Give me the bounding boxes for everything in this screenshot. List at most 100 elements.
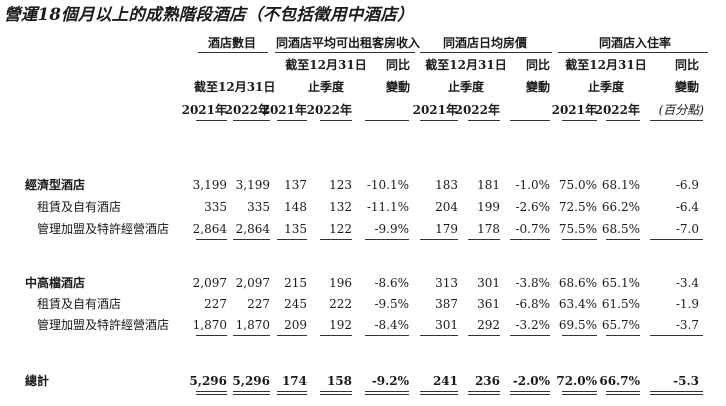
table-cell: 2,097 xyxy=(235,276,270,290)
table-cell: 174 xyxy=(281,374,307,388)
table-cell: -6.4 xyxy=(675,200,699,214)
total-rule xyxy=(468,391,500,395)
subtotal-rule xyxy=(650,239,703,240)
subtotal-rule xyxy=(562,239,597,240)
subtotal-rule xyxy=(420,335,458,336)
table-cell: -9.2% xyxy=(371,374,409,388)
total-rule xyxy=(277,391,307,395)
header-as-of: 截至12月31日 xyxy=(194,80,276,94)
header-revpar: 同酒店平均可出租客房收入 xyxy=(276,36,421,50)
table-cell: 63.4% xyxy=(558,297,597,311)
header-quarter: 止季度 xyxy=(587,80,624,94)
table-cell: 196 xyxy=(329,276,352,290)
column-rule xyxy=(277,120,307,121)
table-cell: 132 xyxy=(329,200,352,214)
table-cell: -2.0% xyxy=(512,374,550,388)
table-cell: 178 xyxy=(477,222,500,236)
table-cell: 215 xyxy=(284,276,307,290)
table-cell: 69.5% xyxy=(558,318,597,332)
header-year: 2022年 xyxy=(306,103,352,117)
total-rule xyxy=(650,391,703,395)
table-cell: 68.5% xyxy=(601,222,640,236)
table-cell: 148 xyxy=(284,200,307,214)
header-quarter: 止季度 xyxy=(447,80,484,94)
table-cell: 65.1% xyxy=(601,276,640,290)
column-rule xyxy=(365,120,409,121)
row-label: 總計 xyxy=(25,374,50,388)
page-title: 營運18個月以上的成熟階段酒店（不包括徵用中酒店） xyxy=(4,5,414,24)
total-rule xyxy=(320,391,352,395)
table-cell: 301 xyxy=(435,318,458,332)
column-rule xyxy=(562,120,597,121)
header-rule xyxy=(275,52,415,53)
row-label: 管理加盟及特許經營酒店 xyxy=(37,318,170,332)
header-as-of: 截至12月31日 xyxy=(285,58,367,72)
subtotal-rule xyxy=(196,239,227,240)
table-cell: 313 xyxy=(435,276,458,290)
header-rule xyxy=(198,52,268,53)
header-year: 2021年 xyxy=(551,103,597,117)
row-label: 租賃及自有酒店 xyxy=(37,200,122,214)
table-cell: -3.7 xyxy=(675,318,699,332)
table-cell: 123 xyxy=(329,178,352,192)
table-cell: -3.2% xyxy=(515,318,550,332)
total-rule xyxy=(233,391,270,395)
table-cell: 3,199 xyxy=(192,178,227,192)
table-cell: -1.9 xyxy=(675,297,699,311)
table-cell: 245 xyxy=(284,297,307,311)
subtotal-rule xyxy=(365,335,409,336)
total-rule xyxy=(606,391,640,395)
table-cell: 241 xyxy=(432,374,458,388)
header-change: 變動 xyxy=(385,80,410,94)
header-as-of: 截至12月31日 xyxy=(425,58,507,72)
table-cell: 292 xyxy=(477,318,500,332)
header-as-of: 截至12月31日 xyxy=(565,58,647,72)
subtotal-rule xyxy=(233,239,270,240)
table-cell: -11.1% xyxy=(366,200,409,214)
subtotal-rule xyxy=(277,239,307,240)
header-rule xyxy=(558,52,708,53)
table-cell: -0.7% xyxy=(515,222,550,236)
table-cell: 183 xyxy=(435,178,458,192)
table-cell: -2.6% xyxy=(515,200,550,214)
table-cell: 68.6% xyxy=(558,276,597,290)
column-rule xyxy=(320,120,352,121)
row-label: 租賃及自有酒店 xyxy=(37,297,122,311)
table-cell: 3,199 xyxy=(235,178,270,192)
subtotal-rule xyxy=(277,335,307,336)
table-cell: 222 xyxy=(329,297,352,311)
table-cell: -1.0% xyxy=(515,178,550,192)
header-year: 2021年 xyxy=(181,103,227,117)
table-cell: 158 xyxy=(326,374,352,388)
header-year: 2021年 xyxy=(412,103,458,117)
row-label: 管理加盟及特許經營酒店 xyxy=(37,222,170,236)
table-cell: 236 xyxy=(474,374,500,388)
subtotal-rule xyxy=(468,335,500,336)
subtotal-rule xyxy=(510,335,550,336)
table-cell: 122 xyxy=(329,222,352,236)
table-cell: 209 xyxy=(284,318,307,332)
table-cell: 66.7% xyxy=(599,374,640,388)
table-cell: 2,864 xyxy=(235,222,270,236)
total-rule xyxy=(196,391,227,395)
subtotal-rule xyxy=(365,239,409,240)
table-cell: 2,864 xyxy=(192,222,227,236)
subtotal-rule xyxy=(468,239,500,240)
table-cell: 75.5% xyxy=(558,222,597,236)
table-cell: 135 xyxy=(284,222,307,236)
table-cell: 301 xyxy=(477,276,500,290)
total-rule xyxy=(510,391,550,395)
header-hotel-count: 酒店數目 xyxy=(207,36,256,50)
header-change: 變動 xyxy=(674,80,699,94)
table-cell: 72.0% xyxy=(556,374,597,388)
header-yoy: 同比 xyxy=(385,58,410,72)
subtotal-rule xyxy=(233,335,270,336)
row-label: 中高檔酒店 xyxy=(25,276,86,290)
column-rule xyxy=(420,120,458,121)
column-rule xyxy=(510,120,550,121)
header-adr: 同酒店日均房價 xyxy=(442,36,527,50)
table-cell: -6.9 xyxy=(675,178,699,192)
row-label: 經濟型酒店 xyxy=(25,178,86,192)
subtotal-rule xyxy=(606,335,640,336)
table-cell: 2,097 xyxy=(192,276,227,290)
